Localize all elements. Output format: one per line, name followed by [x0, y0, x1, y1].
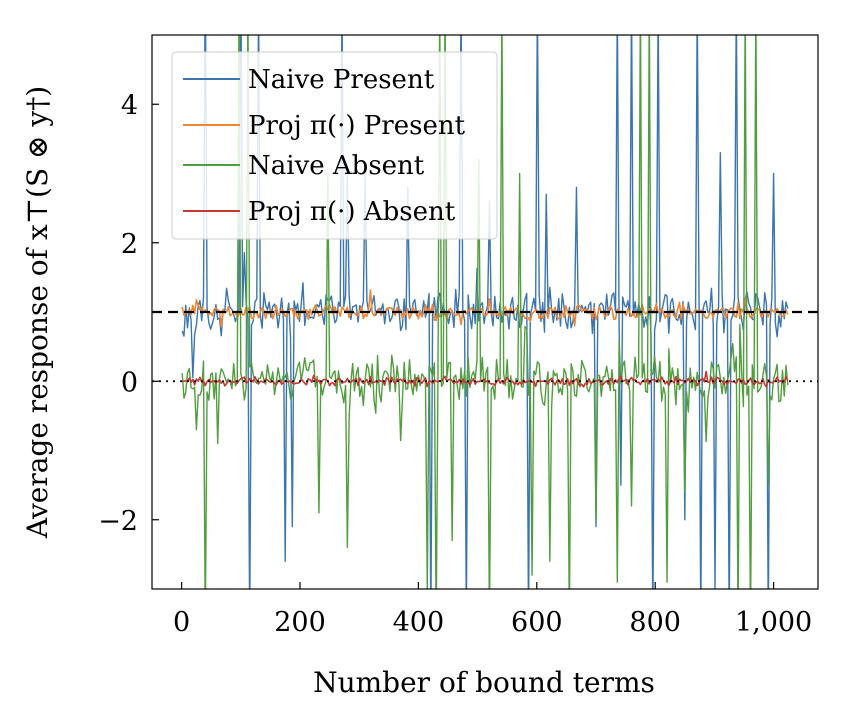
- legend-label-naive-absent: Naive Absent: [248, 151, 425, 181]
- x-tick-label: 400: [393, 607, 445, 638]
- x-tick-label: 600: [511, 607, 563, 638]
- y-tick-label: −2: [98, 506, 138, 537]
- x-tick-label: 1,000: [735, 607, 812, 638]
- x-axis: 0 200 400 600 800 1,000: [173, 582, 812, 638]
- y-tick-label: 0: [121, 367, 138, 398]
- legend: Naive Present Proj π(·) Present Naive Ab…: [171, 51, 498, 240]
- x-axis-title: Number of bound terms: [313, 666, 655, 699]
- reference-lines: [152, 310, 818, 383]
- x-tick-label: 800: [629, 607, 681, 638]
- series-line-naive-present: [181, 35, 789, 589]
- x-tick-label: 200: [274, 607, 326, 638]
- y-axis: −2 0 2 4: [98, 90, 159, 537]
- x-tick-label: 0: [173, 607, 190, 638]
- plot-frame: [151, 34, 819, 590]
- y-tick-label: 4: [121, 90, 138, 121]
- legend-label-proj-absent: Proj π(·) Absent: [248, 197, 456, 227]
- y-axis-title: Average response of x⊤(S ⊗ y†): [21, 86, 54, 539]
- legend-label-proj-present: Proj π(·) Present: [248, 111, 466, 141]
- legend-box: [171, 51, 498, 240]
- series-line-proj-absent: [182, 370, 789, 388]
- y-tick-label: 2: [121, 229, 138, 260]
- legend-label-naive-present: Naive Present: [248, 65, 435, 95]
